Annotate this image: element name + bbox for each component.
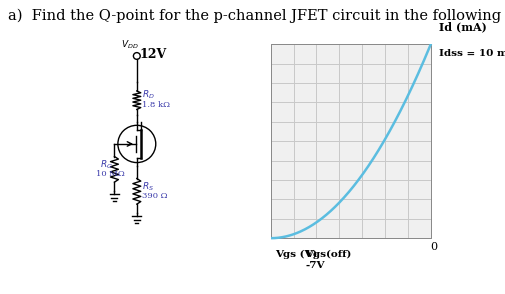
Text: $V_{DD}$: $V_{DD}$ (121, 39, 138, 51)
Text: 0: 0 (429, 242, 436, 252)
Text: 1.8 kΩ: 1.8 kΩ (141, 101, 169, 109)
Text: 12V: 12V (139, 48, 166, 61)
Text: $R_D$: $R_D$ (141, 88, 154, 101)
Text: Vgs(off): Vgs(off) (305, 250, 350, 259)
Text: 10 MΩ: 10 MΩ (96, 171, 125, 178)
Text: Idss = 10 mA: Idss = 10 mA (438, 49, 505, 58)
Text: $R_S$: $R_S$ (141, 181, 154, 193)
Text: 390 Ω: 390 Ω (141, 193, 167, 201)
Text: a)  Find the Q-point for the p-channel JFET circuit in the following figure.: a) Find the Q-point for the p-channel JF… (8, 9, 505, 23)
Text: Id (mA): Id (mA) (438, 21, 486, 32)
Text: $R_G$: $R_G$ (100, 158, 113, 171)
Text: -7V: -7V (305, 261, 324, 270)
Text: Vgs (V): Vgs (V) (275, 250, 317, 259)
